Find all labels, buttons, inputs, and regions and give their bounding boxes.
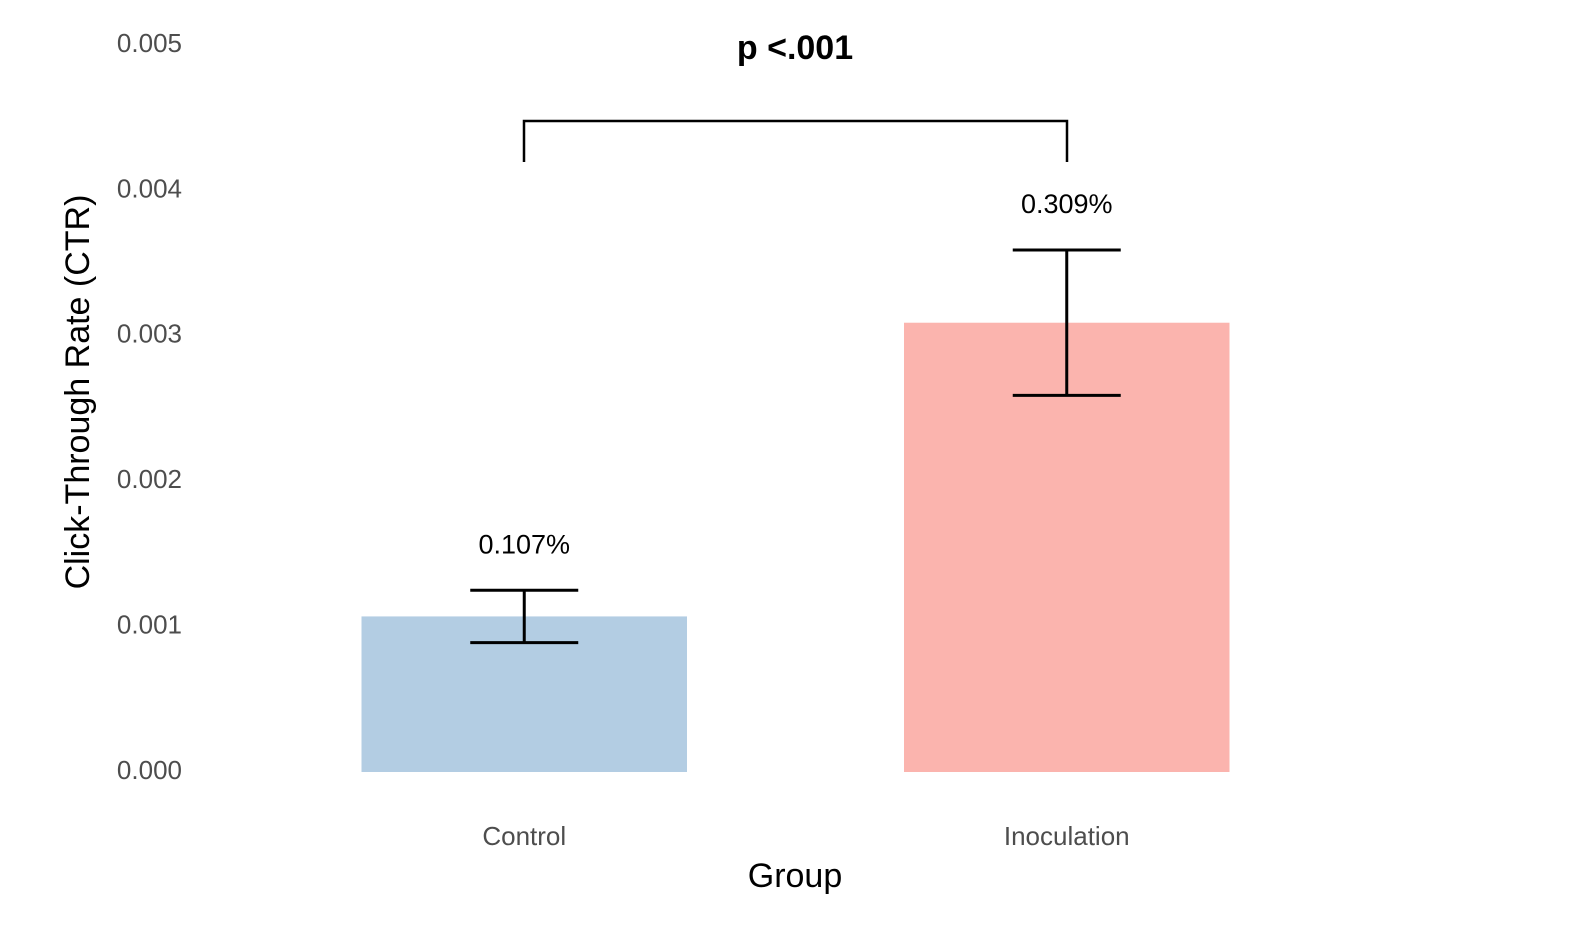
x-axis-title: Group xyxy=(748,857,843,895)
x-tick-label: Control xyxy=(482,821,566,851)
y-tick-label: 0.004 xyxy=(117,173,182,203)
x-tick-label: Inoculation xyxy=(1004,821,1130,851)
significance-bracket xyxy=(522,119,1069,162)
value-label: 0.107% xyxy=(478,529,570,559)
bar xyxy=(904,322,1230,772)
y-axis-title: Click-Through Rate (CTR) xyxy=(59,195,97,590)
y-tick-label: 0.000 xyxy=(117,755,182,785)
y-tick-label: 0.005 xyxy=(117,28,182,58)
y-tick-label: 0.003 xyxy=(117,319,182,349)
y-tick-label: 0.002 xyxy=(117,464,182,494)
value-label: 0.309% xyxy=(1021,189,1113,219)
chart-title: p <.001 xyxy=(737,29,853,67)
y-tick-label: 0.001 xyxy=(117,609,182,639)
